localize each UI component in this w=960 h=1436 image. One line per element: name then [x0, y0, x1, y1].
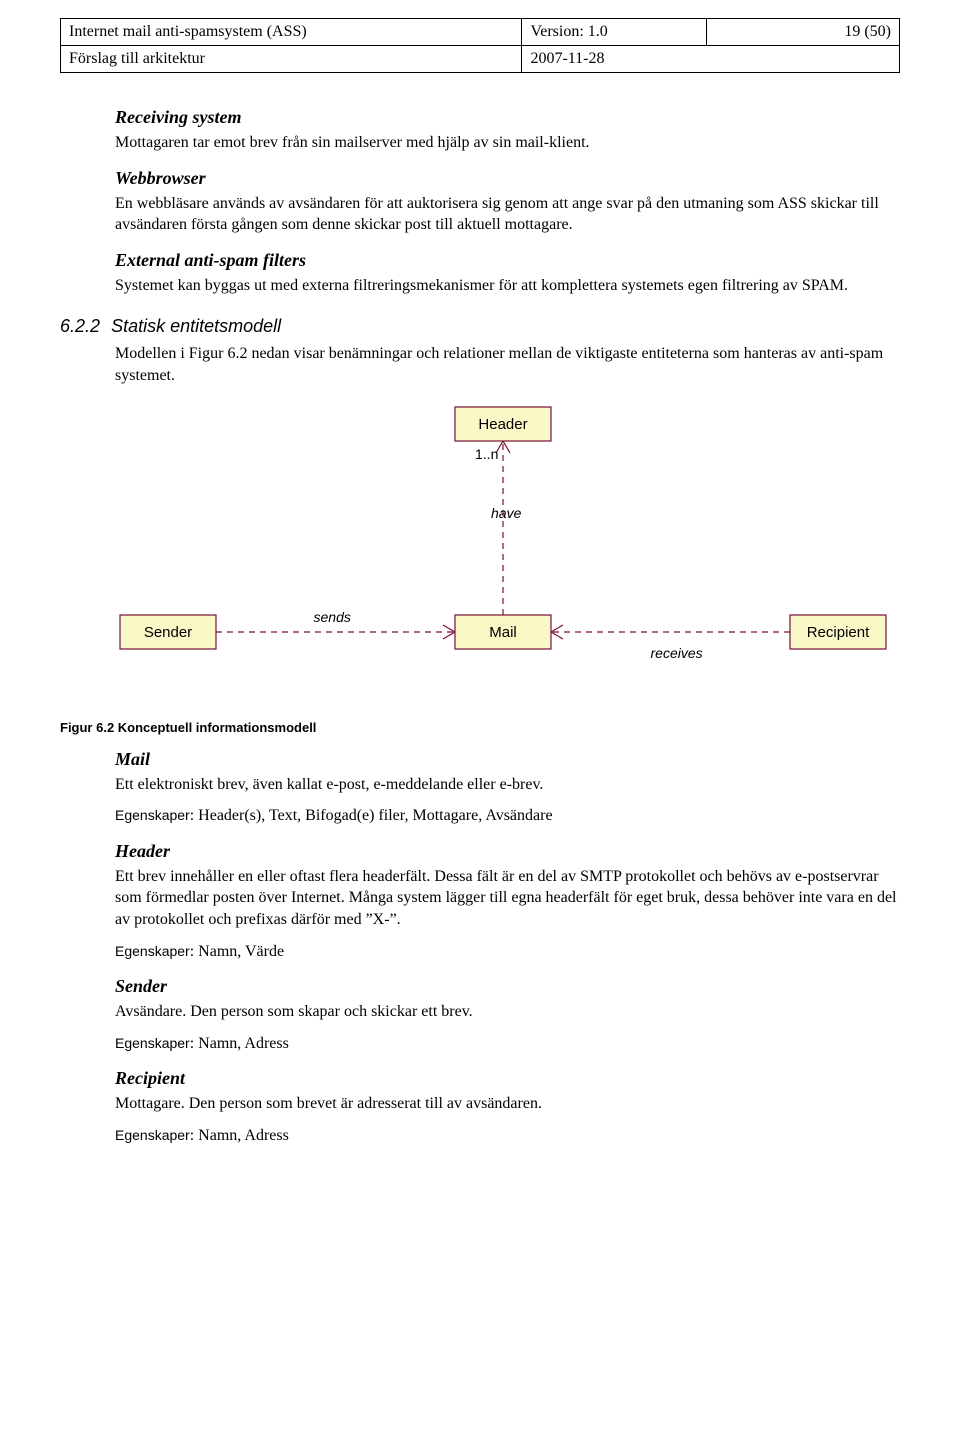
heading-sender: Sender	[115, 976, 900, 997]
props-value: : Namn, Adress	[190, 1127, 289, 1144]
para-header-body: Ett brev innehåller en eller oftast fler…	[115, 866, 900, 931]
heading-header: Header	[115, 841, 900, 862]
figure-caption: Figur 6.2 Konceptuell informationsmodell	[60, 720, 900, 735]
para-sender-body: Avsändare. Den person som skapar och ski…	[115, 1001, 900, 1023]
svg-text:receives: receives	[651, 645, 703, 661]
doc-title: Internet mail anti-spamsystem (ASS)	[61, 19, 522, 46]
heading-external-filters: External anti-spam filters	[115, 250, 900, 271]
heading-622: 6.2.2 Statisk entitetsmodell	[60, 316, 900, 337]
para-recipient-body: Mottagare. Den person som brevet är adre…	[115, 1093, 900, 1115]
heading-recipient: Recipient	[115, 1068, 900, 1089]
doc-version: Version: 1.0	[522, 19, 707, 46]
para-header-props: Egenskaper: Namn, Värde	[115, 941, 900, 963]
heading-mail: Mail	[115, 749, 900, 770]
svg-text:Mail: Mail	[489, 624, 517, 641]
svg-text:have: have	[491, 505, 522, 521]
props-label: Egenskaper	[115, 807, 190, 823]
svg-text:sends: sends	[314, 609, 351, 625]
heading-receiving-system: Receiving system	[115, 107, 900, 128]
props-label: Egenskaper	[115, 1127, 190, 1143]
props-value: : Namn, Värde	[190, 943, 284, 960]
props-label: Egenskaper	[115, 1035, 190, 1051]
para-mail-body: Ett elektroniskt brev, även kallat e-pos…	[115, 774, 900, 796]
heading-622-title: Statisk entitetsmodell	[111, 316, 281, 336]
doc-subtitle: Förslag till arkitektur	[61, 46, 522, 73]
svg-text:Header: Header	[478, 416, 527, 433]
svg-text:Sender: Sender	[144, 624, 192, 641]
props-value: : Namn, Adress	[190, 1035, 289, 1052]
svg-text:1..n: 1..n	[475, 446, 498, 462]
para-sender-props: Egenskaper: Namn, Adress	[115, 1033, 900, 1055]
heading-webbrowser: Webbrowser	[115, 168, 900, 189]
doc-pagenum: 19 (50)	[707, 19, 900, 46]
heading-622-num: 6.2.2	[60, 316, 100, 337]
para-recipient-props: Egenskaper: Namn, Adress	[115, 1125, 900, 1147]
para-receiving-body: Mottagaren tar emot brev från sin mailse…	[115, 132, 900, 154]
props-value: : Header(s), Text, Bifogad(e) filer, Mot…	[190, 807, 553, 824]
para-external-body: Systemet kan byggas ut med externa filtr…	[115, 275, 900, 297]
props-label: Egenskaper	[115, 943, 190, 959]
conceptual-info-model-diagram: 1..nhavesendsreceivesHeaderSenderMailRec…	[60, 397, 845, 702]
para-mail-props: Egenskaper: Header(s), Text, Bifogad(e) …	[115, 805, 900, 827]
para-webbrowser-body: En webbläsare används av avsändaren för …	[115, 193, 900, 236]
doc-date: 2007-11-28	[522, 46, 900, 73]
doc-header-table: Internet mail anti-spamsystem (ASS) Vers…	[60, 18, 900, 73]
para-622-body: Modellen i Figur 6.2 nedan visar benämni…	[115, 343, 900, 386]
svg-text:Recipient: Recipient	[807, 624, 870, 641]
